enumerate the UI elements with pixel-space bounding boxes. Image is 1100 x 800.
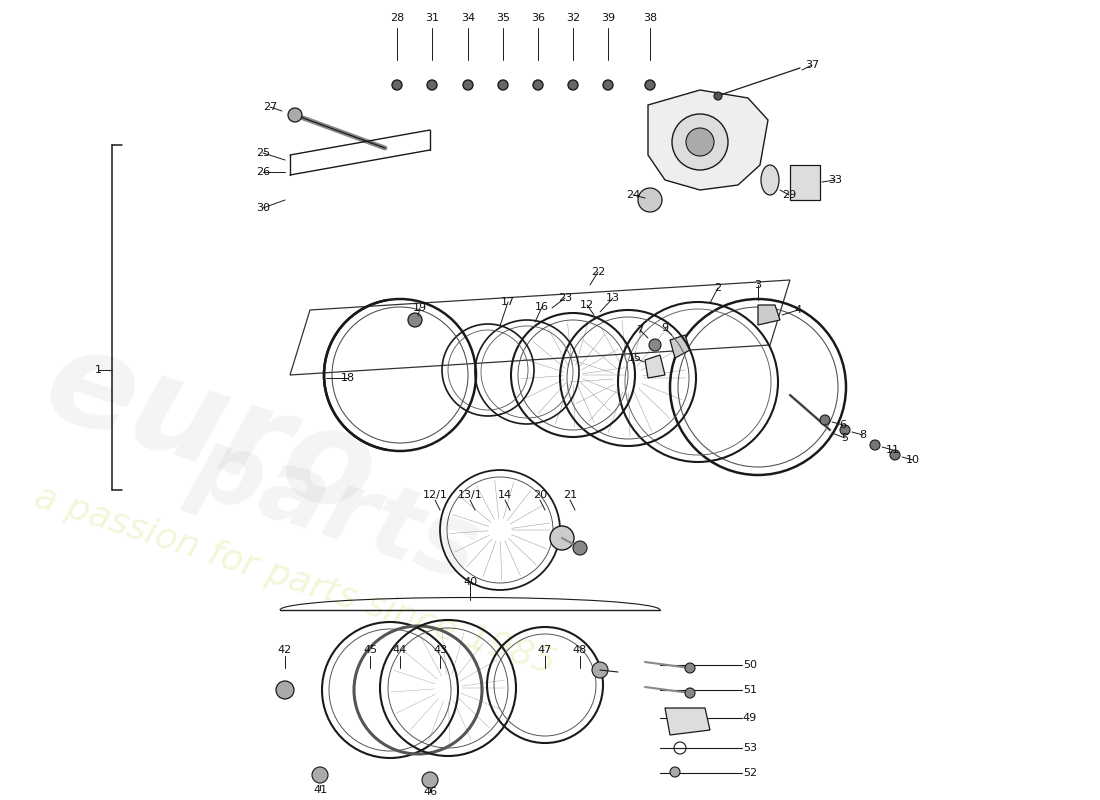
Text: 13/1: 13/1 xyxy=(458,490,483,500)
Text: 5: 5 xyxy=(842,433,848,443)
Text: 47: 47 xyxy=(538,645,552,655)
Polygon shape xyxy=(645,355,665,378)
Text: 21: 21 xyxy=(563,490,578,500)
Text: 27: 27 xyxy=(263,102,277,112)
Text: 37: 37 xyxy=(805,60,820,70)
Text: 13: 13 xyxy=(606,293,620,303)
Circle shape xyxy=(890,450,900,460)
Circle shape xyxy=(550,526,574,550)
Text: 49: 49 xyxy=(742,713,757,723)
Text: 53: 53 xyxy=(742,743,757,753)
Circle shape xyxy=(312,767,328,783)
Text: 24: 24 xyxy=(626,190,640,200)
Text: 8: 8 xyxy=(859,430,867,440)
Text: 36: 36 xyxy=(531,13,544,23)
Text: 43: 43 xyxy=(433,645,447,655)
Polygon shape xyxy=(648,90,768,190)
Text: 7: 7 xyxy=(637,325,644,335)
Text: 16: 16 xyxy=(535,302,549,312)
Circle shape xyxy=(603,80,613,90)
Text: 41: 41 xyxy=(312,785,327,795)
Text: 26: 26 xyxy=(256,167,271,177)
Text: 28: 28 xyxy=(389,13,404,23)
Text: 22: 22 xyxy=(591,267,605,277)
Text: 12: 12 xyxy=(580,300,594,310)
Circle shape xyxy=(685,663,695,673)
Circle shape xyxy=(638,188,662,212)
Text: 39: 39 xyxy=(601,13,615,23)
Circle shape xyxy=(672,114,728,170)
Text: 52: 52 xyxy=(742,768,757,778)
Circle shape xyxy=(392,80,402,90)
Circle shape xyxy=(573,541,587,555)
Text: 3: 3 xyxy=(755,280,761,290)
Text: 2: 2 xyxy=(714,283,722,293)
Text: 14: 14 xyxy=(498,490,513,500)
Polygon shape xyxy=(670,335,690,358)
Circle shape xyxy=(568,80,578,90)
Text: 20: 20 xyxy=(532,490,547,500)
Text: 38: 38 xyxy=(642,13,657,23)
Circle shape xyxy=(592,662,608,678)
Text: 32: 32 xyxy=(565,13,580,23)
Text: a passion for parts since 1985: a passion for parts since 1985 xyxy=(30,479,560,681)
Polygon shape xyxy=(666,708,710,735)
Circle shape xyxy=(534,80,543,90)
Text: 46: 46 xyxy=(422,787,437,797)
Circle shape xyxy=(276,681,294,699)
Text: 11: 11 xyxy=(886,445,900,455)
Text: 30: 30 xyxy=(256,203,270,213)
Circle shape xyxy=(870,440,880,450)
Circle shape xyxy=(463,80,473,90)
Circle shape xyxy=(645,80,654,90)
Text: 9: 9 xyxy=(661,323,669,333)
Polygon shape xyxy=(790,165,820,200)
Text: 6: 6 xyxy=(839,420,847,430)
Text: 19: 19 xyxy=(412,303,427,313)
Circle shape xyxy=(649,339,661,351)
Text: 40: 40 xyxy=(463,577,477,587)
Circle shape xyxy=(714,92,722,100)
Text: 12/1: 12/1 xyxy=(422,490,448,500)
Text: 44: 44 xyxy=(393,645,407,655)
Circle shape xyxy=(427,80,437,90)
Text: 50: 50 xyxy=(742,660,757,670)
Polygon shape xyxy=(758,305,780,325)
Text: 4: 4 xyxy=(794,305,802,315)
Text: 18: 18 xyxy=(341,373,355,383)
Circle shape xyxy=(288,108,302,122)
Text: 25: 25 xyxy=(256,148,271,158)
Circle shape xyxy=(685,688,695,698)
Circle shape xyxy=(498,80,508,90)
Text: 17: 17 xyxy=(500,297,515,307)
Ellipse shape xyxy=(761,165,779,195)
Text: 23: 23 xyxy=(558,293,572,303)
Circle shape xyxy=(840,425,850,435)
Text: parts: parts xyxy=(180,418,492,602)
Text: 29: 29 xyxy=(782,190,796,200)
Text: 42: 42 xyxy=(278,645,293,655)
Circle shape xyxy=(422,772,438,788)
Text: 45: 45 xyxy=(363,645,377,655)
Circle shape xyxy=(408,313,422,327)
Text: 34: 34 xyxy=(461,13,475,23)
Text: 10: 10 xyxy=(906,455,920,465)
Circle shape xyxy=(820,415,830,425)
Text: 15: 15 xyxy=(628,353,642,363)
Text: 35: 35 xyxy=(496,13,510,23)
Text: 48: 48 xyxy=(573,645,587,655)
Text: 1: 1 xyxy=(95,365,101,375)
Circle shape xyxy=(670,767,680,777)
Text: 31: 31 xyxy=(425,13,439,23)
Circle shape xyxy=(686,128,714,156)
Text: 51: 51 xyxy=(742,685,757,695)
Text: 33: 33 xyxy=(828,175,842,185)
Text: euro: euro xyxy=(30,317,392,543)
